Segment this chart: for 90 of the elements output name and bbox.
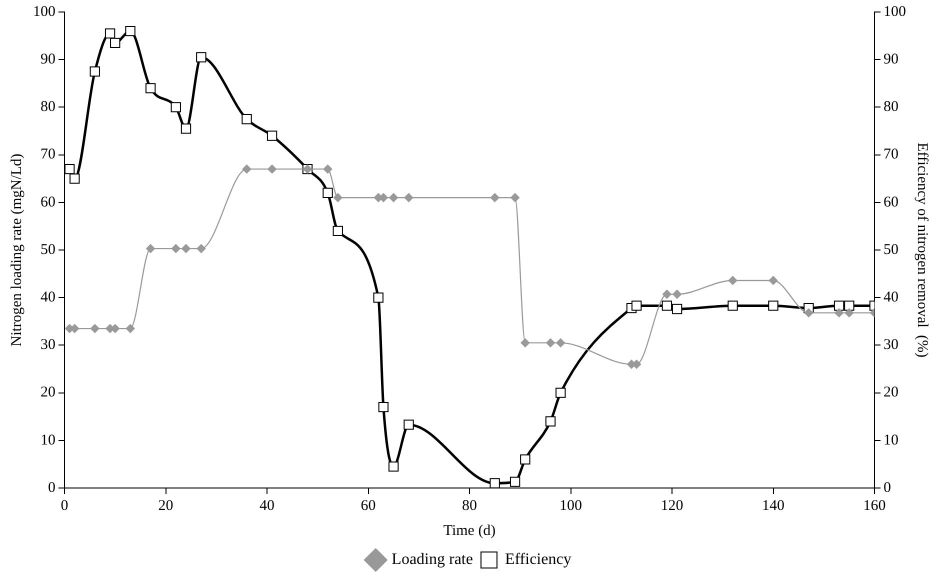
point <box>110 38 120 48</box>
y-tick-label: 0 <box>48 480 56 496</box>
point <box>662 300 672 311</box>
point <box>90 324 100 334</box>
y-tick-label: 20 <box>40 384 56 401</box>
y-tick-label: 60 <box>40 194 56 210</box>
point <box>125 26 136 36</box>
point <box>404 193 414 202</box>
point <box>844 300 854 311</box>
point <box>90 66 100 77</box>
point <box>373 292 384 303</box>
y2-tick-label: 50 <box>884 242 898 258</box>
y2-tick-label: 10 <box>884 432 898 448</box>
x-tick-label: 40 <box>260 498 274 514</box>
y-tick-label: 70 <box>40 146 56 163</box>
point <box>768 300 778 311</box>
y2-tick-label: 20 <box>884 384 898 401</box>
y-tick-label: 100 <box>33 4 56 20</box>
point <box>768 276 778 285</box>
y-tick-label: 10 <box>40 432 56 448</box>
point <box>834 300 844 311</box>
point <box>64 164 75 174</box>
point <box>728 300 738 311</box>
point <box>104 28 116 39</box>
point <box>70 174 80 184</box>
point <box>333 193 342 202</box>
x-tick-label: 160 <box>863 498 886 514</box>
x-tick-label: 60 <box>360 498 376 514</box>
x-tick-label: 120 <box>660 498 684 514</box>
y2-tick-label: 80 <box>884 99 898 116</box>
point <box>322 188 333 198</box>
point <box>266 130 278 141</box>
point <box>196 244 206 254</box>
x-tick-label: 20 <box>158 498 174 514</box>
point <box>545 416 556 426</box>
point <box>196 52 206 62</box>
point <box>844 308 854 318</box>
point <box>631 300 642 311</box>
point <box>520 454 530 465</box>
x-tick-label: 100 <box>560 498 582 514</box>
y-tick-label: 50 <box>40 242 56 258</box>
point <box>389 193 398 202</box>
point <box>146 244 156 254</box>
point <box>556 338 566 348</box>
point <box>834 308 844 318</box>
y-tick-label: 90 <box>40 52 56 68</box>
y-axis-title: Nitrogen loading rate (mgN/Ld) <box>8 154 25 346</box>
y2-tick-label: 0 <box>884 480 891 496</box>
legend-label: Loading rate <box>392 551 473 568</box>
point <box>804 308 814 318</box>
point <box>546 338 555 348</box>
point <box>510 193 520 202</box>
point <box>242 164 252 174</box>
y2-tick-label: 30 <box>884 337 898 354</box>
y2-tick-label: 40 <box>884 290 898 306</box>
point <box>180 124 192 134</box>
point <box>490 193 500 202</box>
point <box>332 226 343 236</box>
y-tick-label: 80 <box>40 99 56 116</box>
point <box>268 164 277 174</box>
point <box>728 276 738 285</box>
point <box>378 402 389 412</box>
point <box>662 290 672 299</box>
x-tick-label: 140 <box>762 498 784 514</box>
point <box>182 244 190 254</box>
point <box>556 388 566 398</box>
y2-tick-label: 100 <box>884 4 906 20</box>
y2-tick-label: 60 <box>884 194 898 210</box>
point <box>672 290 682 299</box>
y2-axis-title: Efficiency of nitrogen removal (%) <box>914 142 930 358</box>
point <box>170 102 181 112</box>
point <box>490 478 500 488</box>
y2-tick-label: 90 <box>884 52 898 68</box>
point <box>126 324 135 334</box>
point <box>145 83 156 94</box>
y-tick-label: 30 <box>40 337 56 354</box>
point <box>388 461 399 472</box>
x-tick-label: 80 <box>462 498 477 514</box>
point <box>672 304 682 314</box>
point <box>242 114 252 124</box>
x-tick-label: 0 <box>60 498 68 514</box>
point <box>323 164 332 174</box>
point <box>520 338 530 348</box>
legend-label: Efficiency <box>504 551 572 568</box>
x-axis-title: Time (d) <box>443 522 496 539</box>
point <box>404 420 414 430</box>
y2-tick-label: 70 <box>884 146 898 163</box>
y-tick-label: 40 <box>40 290 56 306</box>
point <box>510 476 520 487</box>
point <box>171 244 180 254</box>
